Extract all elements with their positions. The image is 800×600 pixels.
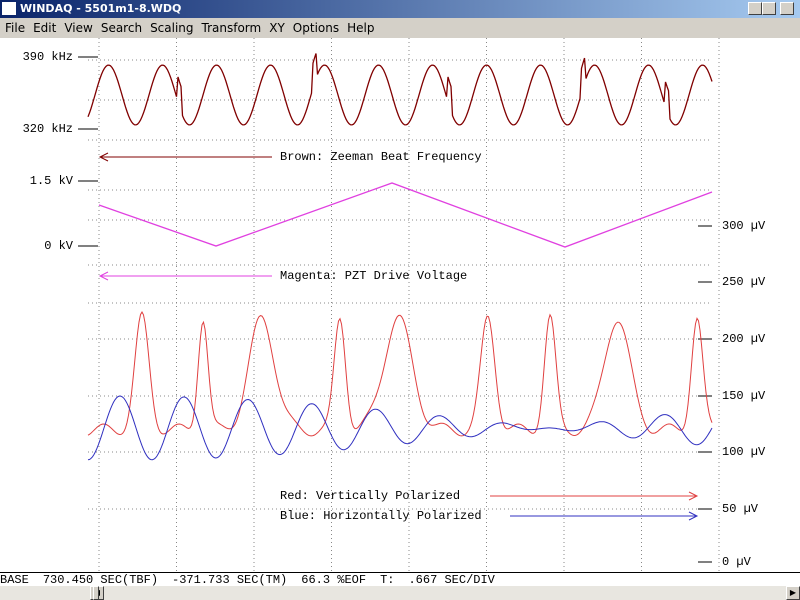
- menu-item[interactable]: Edit: [33, 21, 57, 35]
- status-field: 730.450 SEC(TBF): [42, 573, 159, 587]
- status-bar: BASE 730.450 SEC(TBF) -371.733 SEC(TM) 66.3…: [0, 572, 800, 587]
- status-field: -371.733 SEC(TM): [172, 573, 288, 587]
- arrow-head: [98, 152, 109, 162]
- app-icon: [2, 2, 16, 15]
- arrow-head: [688, 511, 699, 521]
- brown-trace: [87, 53, 713, 126]
- plot-area: 390 kHz 320 kHz 1.5 kV 0 kV 300 µV 250 µV 200 …: [0, 38, 800, 572]
- status-field: BASE: [0, 573, 29, 587]
- right-axis-label: 200 µV: [722, 332, 766, 346]
- menu-item[interactable]: Help: [347, 21, 375, 35]
- status-field: .667 SEC/DIV: [408, 573, 495, 587]
- menu-bar: File Edit View Search Scaling Transform XY Opti…: [0, 18, 800, 38]
- right-axis-label: 300 µV: [722, 219, 766, 233]
- menu-item[interactable]: File: [5, 21, 26, 35]
- blue-trace: [87, 395, 713, 461]
- magenta-trace: [98, 182, 713, 248]
- plot-background: [0, 38, 800, 572]
- minimize-button[interactable]: [748, 2, 762, 15]
- red-trace: [87, 310, 713, 437]
- menu-item[interactable]: Options: [292, 21, 340, 35]
- right-axis-label: 0 µV: [722, 555, 752, 569]
- left-axis-label: 390 kHz: [23, 50, 73, 64]
- annotation-label: Magenta: PZT Drive Voltage: [280, 269, 467, 283]
- arrow-head: [98, 271, 109, 281]
- annotation-label: Red: Vertically Polarized: [280, 489, 460, 503]
- right-axis-label: 250 µV: [722, 275, 766, 289]
- left-axis-label: 0 kV: [44, 239, 74, 253]
- title-bar: WINDAQ - 5501m1-8.WDQ: [0, 0, 800, 18]
- scroll-bar: ◀ ▶: [0, 586, 800, 600]
- menu-item[interactable]: View: [64, 21, 93, 35]
- menu-item[interactable]: Scaling: [150, 21, 194, 35]
- left-axis-label: 1.5 kV: [30, 174, 74, 188]
- arrow-head: [688, 491, 699, 501]
- scroll-right[interactable]: ▶: [786, 586, 800, 600]
- menu-item[interactable]: Search: [100, 21, 143, 35]
- menu-item[interactable]: Transform: [201, 21, 262, 35]
- left-axis-label: 320 kHz: [23, 122, 73, 136]
- annotation-label: Brown: Zeeman Beat Frequency: [280, 150, 482, 164]
- right-axis-label: 150 µV: [722, 389, 766, 403]
- maximize-button[interactable]: [762, 2, 776, 15]
- menu-item[interactable]: XY: [269, 21, 285, 35]
- right-axis-label: 100 µV: [722, 445, 766, 459]
- scroll-thumb[interactable]: [93, 586, 99, 600]
- status-field: 66.3 %EOF: [301, 573, 367, 587]
- close-button[interactable]: [780, 2, 794, 15]
- annotation-label: Blue: Horizontally Polarized: [280, 509, 482, 523]
- right-axis-label: 50 µV: [722, 502, 759, 516]
- status-field: T:: [380, 573, 395, 587]
- window-title: WINDAQ - 5501m1-8.WDQ: [20, 2, 182, 15]
